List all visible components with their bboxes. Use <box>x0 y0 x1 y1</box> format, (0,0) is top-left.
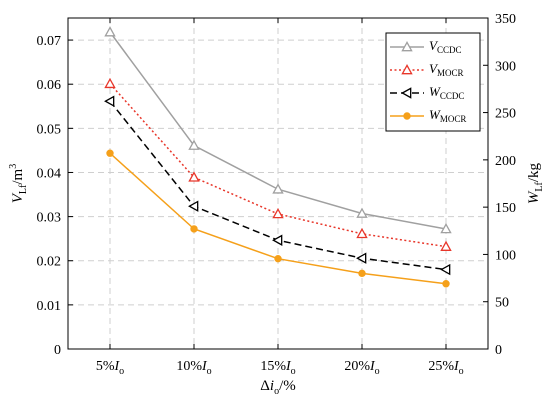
legend-entry-v-ccdc: VCCDC <box>390 38 461 55</box>
y-right-tick-label-50: 50 <box>495 296 509 311</box>
data-point-v-ccdc <box>188 139 200 150</box>
y-right-tick-label-250: 250 <box>495 107 516 122</box>
y-left-tick-label-0-01: 0.01 <box>37 299 62 314</box>
data-point-v-mocr <box>356 227 368 239</box>
y-right-tick-label-100: 100 <box>495 248 516 263</box>
x-tick-label-25: 25%Io <box>428 359 463 377</box>
data-point-w-ccdc <box>356 252 367 264</box>
x-tick-label-5: 5%Io <box>96 359 124 377</box>
legend-marker <box>401 41 413 52</box>
legend-line-w-mocr <box>390 112 424 120</box>
x-tick-label-15: 15%Io <box>260 359 295 377</box>
data-point-w-ccdc <box>188 200 199 212</box>
data-point-v-mocr <box>188 171 200 182</box>
legend-box <box>385 32 481 132</box>
y-right-tick-label-0: 0 <box>495 343 502 358</box>
legend-entry-w-mocr: WMOCR <box>390 107 466 124</box>
x-tick-label-20: 20%Io <box>344 359 379 377</box>
data-point-w-mocr <box>190 225 198 233</box>
data-point-v-ccdc <box>356 207 368 218</box>
data-point-w-mocr <box>442 280 450 288</box>
x-axis-label: Δio/% <box>260 378 296 397</box>
data-point-w-ccdc <box>440 263 451 276</box>
y-right-tick-label-300: 300 <box>495 59 516 74</box>
data-point-v-ccdc <box>440 223 452 234</box>
legend-marker <box>401 87 412 99</box>
data-point-w-mocr <box>274 254 282 263</box>
legend-line-v-mocr <box>390 64 424 75</box>
data-point-w-ccdc <box>104 95 115 107</box>
data-point-v-ccdc <box>272 183 284 194</box>
legend-line-w-ccdc <box>390 87 424 99</box>
legend-label-v-ccdc: VCCDC <box>429 38 461 55</box>
y-axis-right-label: WLf/kg <box>526 162 545 204</box>
x-tick-label-10: 10%Io <box>176 359 211 377</box>
series-lines <box>104 26 452 288</box>
data-point-w-ccdc <box>272 234 283 246</box>
y-left-tick-label-0-03: 0.03 <box>37 211 62 226</box>
legend-label-w-ccdc: WCCDC <box>429 84 464 101</box>
y-left-tick-label-0-04: 0.04 <box>37 166 62 181</box>
data-point-w-mocr <box>358 269 366 278</box>
y-left-tick-label-0-07: 0.07 <box>37 34 62 49</box>
y-left-tick-label-0-05: 0.05 <box>37 122 62 137</box>
y-right-tick-label-150: 150 <box>495 201 516 216</box>
y-left-tick-label-0-02: 0.02 <box>37 255 62 270</box>
legend-label-v-mocr: VMOCR <box>429 61 463 78</box>
y-axis-left-label: VLf/m3 <box>8 164 29 203</box>
axis-ticks: 5%Io 10%Io 15%Io 20%Io 25%Io 0 0.01 0.02 0.03 0.0… <box>37 12 517 377</box>
data-point-w-mocr <box>106 149 114 157</box>
legend: VCCDC VMOCR WCCDC WMOCR <box>385 32 481 132</box>
legend-label-w-mocr: WMOCR <box>429 107 466 124</box>
y-right-tick-label-200: 200 <box>495 154 516 169</box>
legend-entry-w-ccdc: WCCDC <box>390 84 464 101</box>
data-point-v-mocr <box>272 208 284 219</box>
data-point-v-mocr <box>440 240 452 251</box>
legend-line-v-ccdc <box>390 41 424 52</box>
legend-marker <box>403 112 411 120</box>
data-point-v-mocr <box>104 77 116 89</box>
y-left-tick-label-0-06: 0.06 <box>37 78 62 93</box>
legend-marker <box>401 64 413 75</box>
y-right-tick-label-350: 350 <box>495 12 516 27</box>
data-point-v-ccdc <box>104 26 116 37</box>
legend-entry-v-mocr: VMOCR <box>390 61 463 78</box>
y-left-tick-label-0: 0 <box>54 343 61 358</box>
